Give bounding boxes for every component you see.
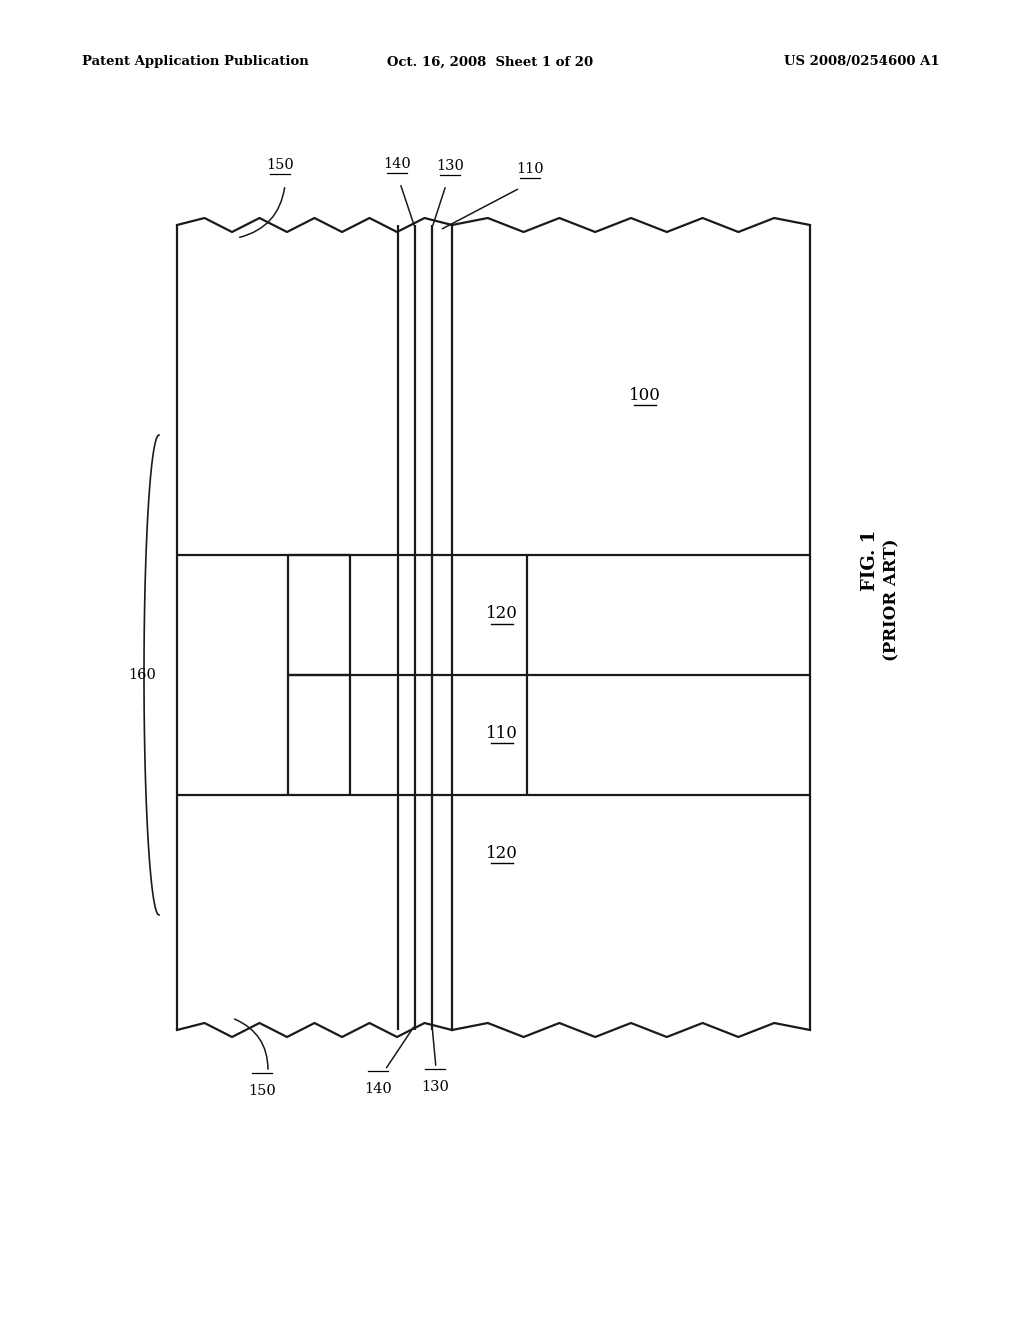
- Text: 160: 160: [128, 668, 156, 682]
- Text: 110: 110: [486, 725, 518, 742]
- Text: 130: 130: [421, 1080, 449, 1094]
- Text: 140: 140: [365, 1082, 392, 1096]
- Text: Oct. 16, 2008  Sheet 1 of 20: Oct. 16, 2008 Sheet 1 of 20: [387, 55, 593, 69]
- Text: 150: 150: [266, 158, 294, 172]
- Text: 110: 110: [516, 162, 544, 176]
- Text: FIG. 1: FIG. 1: [861, 529, 879, 590]
- Text: Patent Application Publication: Patent Application Publication: [82, 55, 309, 69]
- Text: 140: 140: [383, 157, 411, 172]
- Text: (PRIOR ART): (PRIOR ART): [884, 539, 900, 661]
- Text: 130: 130: [436, 158, 464, 173]
- Text: 150: 150: [248, 1084, 275, 1098]
- Text: US 2008/0254600 A1: US 2008/0254600 A1: [784, 55, 940, 69]
- Text: 120: 120: [486, 845, 518, 862]
- Text: 120: 120: [486, 606, 518, 623]
- Text: 100: 100: [629, 387, 660, 404]
